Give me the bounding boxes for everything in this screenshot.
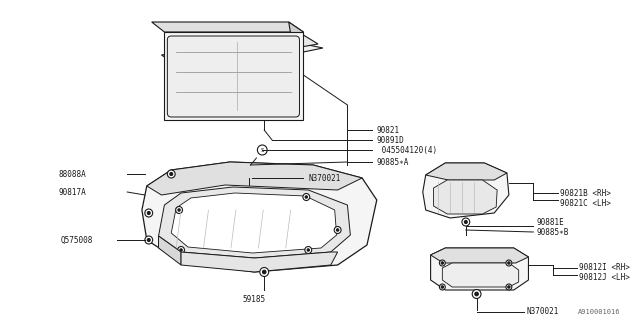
Circle shape [170,172,173,175]
Polygon shape [166,38,323,70]
Circle shape [307,249,310,251]
Polygon shape [426,163,507,180]
Polygon shape [423,163,509,218]
Circle shape [305,196,307,198]
Circle shape [145,209,153,217]
Text: 90885∗B: 90885∗B [536,228,569,236]
Polygon shape [152,22,303,32]
Text: 90821: 90821 [377,125,400,134]
Text: 90821C <LH>: 90821C <LH> [560,198,611,207]
Circle shape [337,229,339,231]
Polygon shape [159,236,181,265]
Polygon shape [442,263,518,287]
Text: Q575008: Q575008 [61,236,93,244]
Polygon shape [159,187,350,258]
Circle shape [508,262,510,264]
Text: N370021: N370021 [308,173,340,182]
Circle shape [147,238,150,242]
Circle shape [305,246,312,253]
Text: 90812J <LH>: 90812J <LH> [579,274,630,283]
FancyBboxPatch shape [167,36,300,117]
Circle shape [475,292,478,296]
Circle shape [506,260,512,266]
Polygon shape [431,248,529,263]
Polygon shape [161,32,318,68]
Circle shape [440,284,445,290]
Text: 90812I <RH>: 90812I <RH> [579,263,630,273]
Text: 59185: 59185 [243,295,266,305]
Polygon shape [142,162,377,272]
Circle shape [465,220,467,223]
Polygon shape [431,248,529,290]
Polygon shape [433,180,497,214]
Text: 90885∗A: 90885∗A [377,157,409,166]
Circle shape [262,270,266,274]
Circle shape [167,170,175,178]
Circle shape [472,290,481,299]
Circle shape [246,170,250,174]
Circle shape [260,268,269,276]
Circle shape [257,145,267,155]
Text: 90817A: 90817A [59,188,86,196]
Circle shape [303,194,310,201]
Circle shape [441,262,444,264]
Text: 90881E: 90881E [536,218,564,227]
Circle shape [178,209,180,211]
Polygon shape [147,162,362,195]
Text: 88088A: 88088A [59,170,86,179]
Circle shape [178,246,184,253]
Circle shape [441,286,444,288]
Text: 045504120(4): 045504120(4) [377,146,437,155]
Text: N370021: N370021 [527,308,559,316]
Circle shape [180,249,182,251]
Polygon shape [172,193,337,253]
Circle shape [462,218,470,226]
Circle shape [147,212,150,214]
Text: 90821B <RH>: 90821B <RH> [560,188,611,197]
Circle shape [508,286,510,288]
Circle shape [145,236,153,244]
Circle shape [244,167,253,177]
Polygon shape [164,32,303,120]
Circle shape [175,206,182,213]
Polygon shape [181,252,338,272]
Circle shape [506,284,512,290]
Circle shape [440,260,445,266]
Text: S: S [260,148,264,153]
Text: 90891D: 90891D [377,135,404,145]
Text: A910001016: A910001016 [577,309,620,315]
Polygon shape [289,22,303,120]
Circle shape [334,227,341,234]
